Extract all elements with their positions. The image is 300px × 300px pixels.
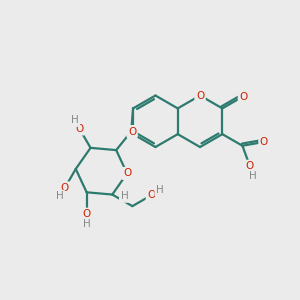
Text: O: O: [147, 190, 155, 200]
Text: H: H: [56, 191, 64, 202]
Text: O: O: [123, 168, 131, 178]
Text: O: O: [76, 124, 84, 134]
Text: H: H: [71, 115, 79, 125]
Text: H: H: [121, 191, 128, 201]
Text: H: H: [83, 219, 91, 229]
Text: O: O: [239, 92, 247, 102]
Text: H: H: [156, 185, 164, 195]
Text: O: O: [128, 127, 136, 136]
Text: H: H: [249, 171, 257, 181]
Text: O: O: [246, 161, 254, 171]
Text: O: O: [196, 91, 204, 100]
Text: O: O: [82, 209, 91, 219]
Text: O: O: [260, 137, 268, 147]
Text: O: O: [61, 183, 69, 193]
